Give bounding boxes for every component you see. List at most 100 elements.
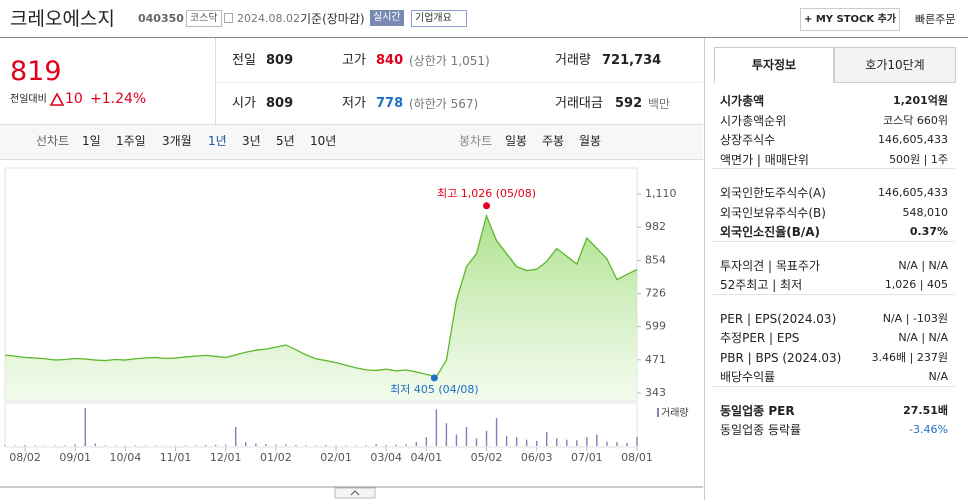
volume-bar	[74, 444, 76, 446]
volume-bar	[14, 445, 16, 446]
info-value: 1,026 | 405	[884, 278, 948, 291]
calendar-icon	[224, 13, 233, 23]
period-tab[interactable]: 1일	[82, 134, 101, 148]
info-label: 시가총액	[720, 94, 765, 108]
stat-label: 거래량	[555, 53, 591, 68]
line-chart-label: 선차트	[36, 134, 70, 148]
volume-bar	[104, 445, 107, 446]
period-tab[interactable]: 5년	[276, 134, 295, 148]
candle-tab[interactable]: 주봉	[542, 134, 565, 148]
period-tab[interactable]: 10년	[310, 134, 337, 148]
stat-value: 592	[615, 96, 643, 111]
info-value: 548,010	[902, 205, 949, 219]
volume-bar	[586, 437, 588, 446]
header-rule	[0, 37, 968, 38]
candle-tab[interactable]: 월봉	[579, 134, 602, 148]
panel-tab[interactable]: 투자정보	[714, 47, 834, 83]
stat-label: 거래대금	[555, 96, 603, 111]
company-name: 크레오에스지	[10, 8, 115, 30]
y-tick-label: 471	[645, 353, 666, 366]
x-tick-label: 09/01	[59, 451, 91, 464]
current-price: 819	[10, 56, 62, 87]
basis: 기준(장마감)	[300, 12, 365, 26]
info-value: 3.46배 | 237원	[871, 350, 948, 364]
volume-bar	[455, 434, 458, 446]
info-value: -3.46%	[909, 423, 948, 436]
volume-bar	[315, 445, 317, 446]
info-value: N/A | N/A	[898, 331, 948, 344]
up-triangle	[50, 92, 64, 106]
x-tick-label: 06/03	[521, 451, 553, 464]
info-label: 외국인소진율(B/A)	[720, 225, 821, 239]
overview-select[interactable]: 기업개요	[411, 10, 467, 27]
stat-label: 고가	[342, 53, 366, 68]
candle-chart-label: 봉차트	[459, 134, 493, 148]
volume-bar	[606, 441, 608, 446]
info-label: 투자의견 | 목표주가	[720, 258, 820, 273]
volume-bar	[495, 418, 498, 446]
candle-tab[interactable]: 일봉	[505, 134, 528, 148]
low-marker	[430, 374, 438, 382]
collapse-button[interactable]	[334, 487, 376, 499]
quick-order[interactable]: 빠른주문	[915, 13, 956, 26]
info-label: 시가총액순위	[720, 113, 787, 128]
stat-extra: 백만	[648, 97, 671, 111]
panel-border	[704, 38, 705, 500]
stat-extra: (하한가 567)	[409, 97, 479, 111]
period-tab[interactable]: 1주일	[116, 134, 146, 148]
info-value: 146,605,433	[878, 133, 948, 146]
info-value: N/A | N/A	[898, 258, 948, 272]
stat-extra: (상한가 1,051)	[409, 54, 490, 68]
volume-bar	[556, 438, 558, 446]
volume-bar	[626, 442, 628, 446]
volume-bar	[365, 445, 367, 446]
period-tab[interactable]: 1년	[208, 134, 227, 148]
y-tick-label: 343	[645, 386, 666, 399]
info-divider	[712, 168, 955, 169]
info-label: PER | EPS(2024.03)	[720, 311, 837, 326]
volume-bar	[114, 445, 117, 446]
info-label: 동일업종 등락률	[720, 423, 802, 437]
info-value: 500원 | 1주	[889, 152, 948, 166]
volume-bar	[144, 445, 147, 446]
volume-bar	[295, 444, 297, 446]
volume-bar	[405, 444, 407, 446]
panel-tab[interactable]: 호가10단계	[834, 47, 956, 83]
stat-value: 809	[266, 53, 294, 68]
period-tab[interactable]: 3개월	[162, 134, 192, 148]
volume-bar	[525, 439, 528, 446]
my-stock-button[interactable]: + MY STOCK 추가	[800, 8, 900, 31]
volume-bar	[245, 442, 247, 446]
volume-legend: 거래량	[661, 407, 689, 419]
info-divider	[712, 293, 955, 295]
change-pct: +1.24%	[90, 91, 147, 107]
volume-bar	[194, 445, 197, 446]
info-value: 27.51배	[903, 403, 948, 417]
market-badge: 코스닥	[186, 10, 222, 27]
volume-bar	[255, 443, 257, 446]
volume-bar	[335, 445, 337, 446]
stat-value: 721,734	[602, 53, 662, 68]
high-marker	[483, 202, 491, 210]
volume-bar	[24, 444, 26, 446]
volume-bar	[435, 409, 438, 446]
volume-bar	[54, 445, 56, 446]
realtime-badge[interactable]: 실시간	[370, 10, 404, 26]
x-tick-label: 01/02	[260, 451, 292, 464]
info-value: N/A | -103원	[882, 311, 948, 325]
info-label: 동일업종 PER	[720, 403, 795, 418]
price-line	[4, 213, 638, 378]
volume-bar	[94, 443, 96, 446]
volume-bar	[184, 445, 187, 446]
x-tick-label: 08/01	[621, 451, 653, 464]
info-divider	[712, 385, 955, 387]
x-tick-label: 03/04	[370, 451, 402, 464]
volume-bar	[445, 423, 448, 446]
volume-bar	[636, 436, 638, 446]
volume-bar	[174, 445, 177, 446]
period-tab[interactable]: 3년	[242, 134, 261, 148]
y-tick-label: 726	[645, 287, 666, 300]
info-label: 외국인한도주식수(A)	[720, 186, 826, 200]
volume-bar	[375, 444, 377, 446]
